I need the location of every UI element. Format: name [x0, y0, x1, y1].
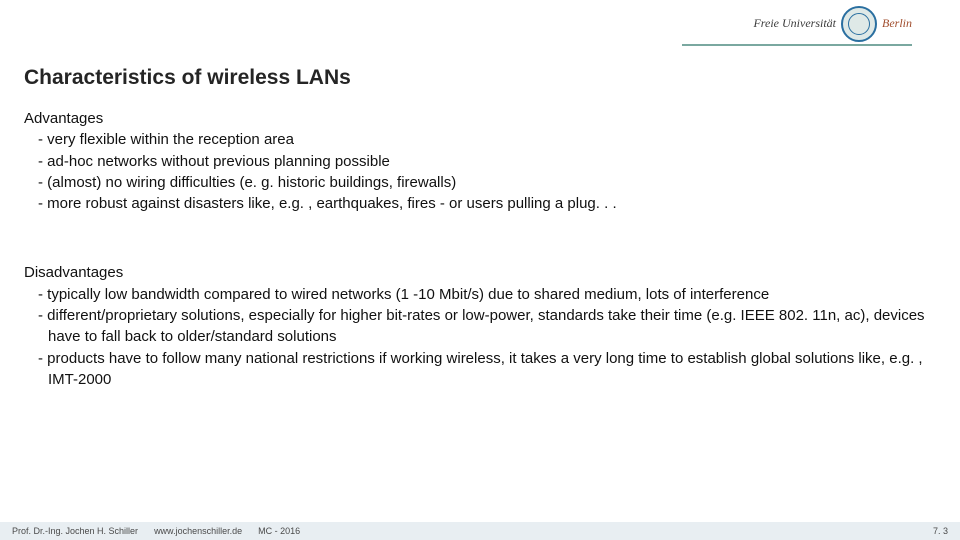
header-underline — [682, 44, 912, 46]
list-item: very flexible within the reception area — [38, 129, 936, 150]
footer-page-number: 7. 3 — [933, 526, 948, 536]
list-item: products have to follow many national re… — [38, 348, 936, 391]
advantages-list: very flexible within the reception area … — [24, 129, 936, 214]
list-item: typically low bandwidth compared to wire… — [38, 284, 936, 305]
footer-course: MC - 2016 — [258, 526, 300, 536]
logo-text: Freie Universität Berlin — [753, 6, 912, 42]
footer-author: Prof. Dr.-Ing. Jochen H. Schiller — [12, 526, 138, 536]
logo-text-right: Berlin — [882, 16, 912, 30]
slide: Freie Universität Berlin Characteristics… — [0, 0, 960, 540]
footer: Prof. Dr.-Ing. Jochen H. Schiller www.jo… — [0, 522, 960, 540]
section-heading-advantages: Advantages — [24, 108, 936, 129]
logo-text-left: Freie Universität — [753, 16, 836, 30]
list-item: different/proprietary solutions, especia… — [38, 305, 936, 348]
list-item: (almost) no wiring difficulties (e. g. h… — [38, 172, 936, 193]
page-title: Characteristics of wireless LANs — [24, 66, 351, 90]
list-item: ad-hoc networks without previous plannin… — [38, 151, 936, 172]
content: Advantages very flexible within the rece… — [24, 108, 936, 390]
header-logo: Freie Universität Berlin — [753, 6, 912, 42]
disadvantages-list: typically low bandwidth compared to wire… — [24, 284, 936, 390]
section-heading-disadvantages: Disadvantages — [24, 262, 936, 283]
list-item: more robust against disasters like, e.g.… — [38, 193, 936, 214]
university-seal-icon — [841, 6, 877, 42]
footer-url: www.jochenschiller.de — [154, 526, 242, 536]
